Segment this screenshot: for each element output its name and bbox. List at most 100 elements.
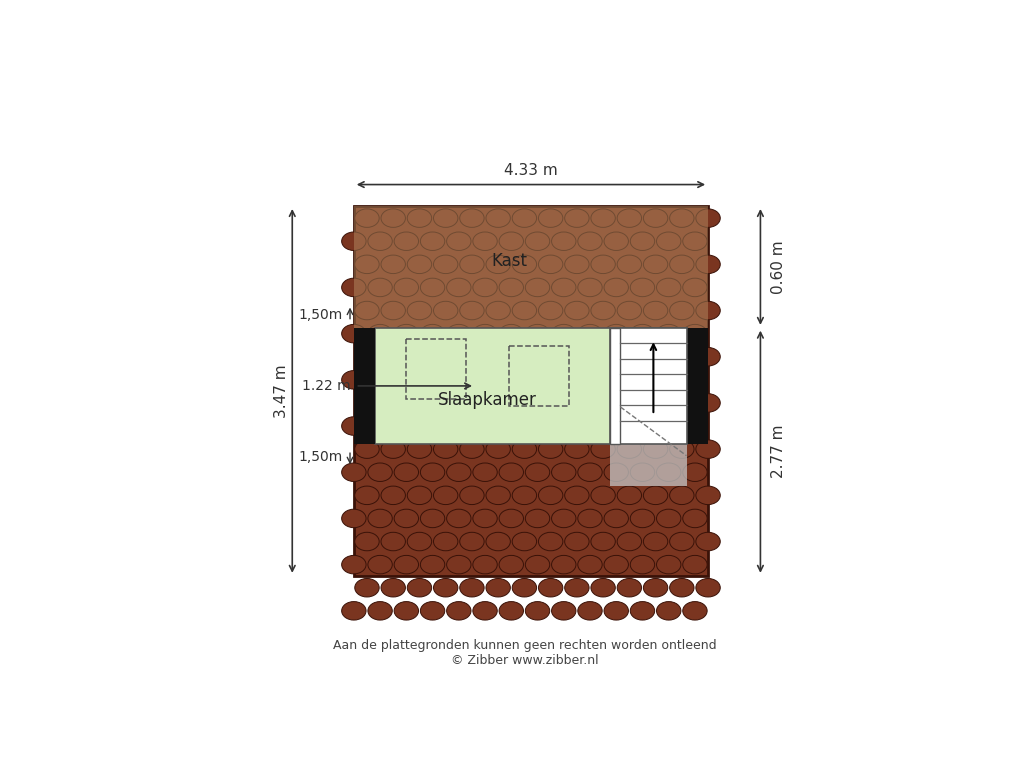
- Ellipse shape: [368, 555, 392, 574]
- Ellipse shape: [591, 394, 615, 412]
- Ellipse shape: [670, 209, 694, 227]
- Ellipse shape: [696, 532, 720, 551]
- Ellipse shape: [670, 532, 694, 551]
- Ellipse shape: [446, 509, 471, 528]
- Ellipse shape: [552, 509, 575, 528]
- Ellipse shape: [499, 463, 523, 482]
- Ellipse shape: [433, 209, 458, 227]
- Ellipse shape: [499, 555, 523, 574]
- Ellipse shape: [499, 324, 523, 343]
- Ellipse shape: [433, 301, 458, 319]
- Ellipse shape: [421, 278, 444, 296]
- Ellipse shape: [486, 255, 510, 273]
- Ellipse shape: [381, 578, 406, 597]
- Ellipse shape: [617, 440, 642, 458]
- Ellipse shape: [564, 209, 589, 227]
- Ellipse shape: [486, 440, 510, 458]
- Ellipse shape: [630, 417, 654, 435]
- Ellipse shape: [591, 532, 615, 551]
- Ellipse shape: [512, 347, 537, 366]
- Ellipse shape: [564, 532, 589, 551]
- Ellipse shape: [683, 417, 708, 435]
- Ellipse shape: [486, 532, 510, 551]
- Ellipse shape: [552, 371, 575, 389]
- Ellipse shape: [578, 371, 602, 389]
- Ellipse shape: [643, 209, 668, 227]
- Ellipse shape: [591, 347, 615, 366]
- Ellipse shape: [617, 301, 642, 319]
- Ellipse shape: [643, 486, 668, 505]
- Ellipse shape: [604, 278, 629, 296]
- Ellipse shape: [394, 463, 419, 482]
- Ellipse shape: [342, 324, 366, 343]
- Ellipse shape: [421, 555, 444, 574]
- Ellipse shape: [460, 486, 484, 505]
- Bar: [686, 328, 708, 444]
- Ellipse shape: [368, 232, 392, 250]
- Ellipse shape: [499, 509, 523, 528]
- Ellipse shape: [525, 278, 550, 296]
- Ellipse shape: [381, 301, 406, 319]
- Ellipse shape: [446, 601, 471, 620]
- Ellipse shape: [683, 555, 708, 574]
- Ellipse shape: [486, 578, 510, 597]
- Ellipse shape: [617, 209, 642, 227]
- Bar: [509, 346, 569, 406]
- Ellipse shape: [604, 232, 629, 250]
- Ellipse shape: [394, 371, 419, 389]
- Ellipse shape: [368, 509, 392, 528]
- Ellipse shape: [552, 555, 575, 574]
- Ellipse shape: [630, 463, 654, 482]
- Text: © Zibber www.zibber.nl: © Zibber www.zibber.nl: [451, 654, 599, 667]
- Ellipse shape: [421, 371, 444, 389]
- Ellipse shape: [525, 371, 550, 389]
- Ellipse shape: [354, 301, 379, 319]
- Ellipse shape: [696, 255, 720, 273]
- Ellipse shape: [539, 440, 563, 458]
- Ellipse shape: [408, 301, 432, 319]
- Ellipse shape: [683, 371, 708, 389]
- Ellipse shape: [656, 371, 681, 389]
- Ellipse shape: [683, 232, 708, 250]
- Ellipse shape: [525, 509, 550, 528]
- Ellipse shape: [552, 324, 575, 343]
- Ellipse shape: [656, 232, 681, 250]
- Ellipse shape: [656, 278, 681, 296]
- Ellipse shape: [408, 440, 432, 458]
- Ellipse shape: [683, 324, 708, 343]
- Text: Slaapkamer: Slaapkamer: [438, 391, 538, 409]
- Ellipse shape: [525, 232, 550, 250]
- Ellipse shape: [683, 463, 708, 482]
- Ellipse shape: [617, 394, 642, 412]
- Ellipse shape: [381, 209, 406, 227]
- Ellipse shape: [421, 324, 444, 343]
- Ellipse shape: [643, 347, 668, 366]
- Ellipse shape: [342, 509, 366, 528]
- Ellipse shape: [473, 232, 498, 250]
- Ellipse shape: [552, 278, 575, 296]
- Ellipse shape: [368, 371, 392, 389]
- Ellipse shape: [473, 601, 498, 620]
- Ellipse shape: [394, 278, 419, 296]
- Ellipse shape: [539, 578, 563, 597]
- Ellipse shape: [433, 394, 458, 412]
- Ellipse shape: [696, 578, 720, 597]
- Bar: [609, 328, 686, 444]
- Ellipse shape: [512, 301, 537, 319]
- Ellipse shape: [591, 440, 615, 458]
- Ellipse shape: [433, 532, 458, 551]
- Ellipse shape: [368, 417, 392, 435]
- Ellipse shape: [433, 486, 458, 505]
- Ellipse shape: [670, 440, 694, 458]
- Ellipse shape: [342, 463, 366, 482]
- Ellipse shape: [394, 417, 419, 435]
- Ellipse shape: [696, 394, 720, 412]
- Ellipse shape: [433, 255, 458, 273]
- Ellipse shape: [421, 509, 444, 528]
- Ellipse shape: [473, 324, 498, 343]
- Ellipse shape: [552, 417, 575, 435]
- Ellipse shape: [630, 278, 654, 296]
- Ellipse shape: [473, 555, 498, 574]
- Ellipse shape: [394, 555, 419, 574]
- Ellipse shape: [696, 347, 720, 366]
